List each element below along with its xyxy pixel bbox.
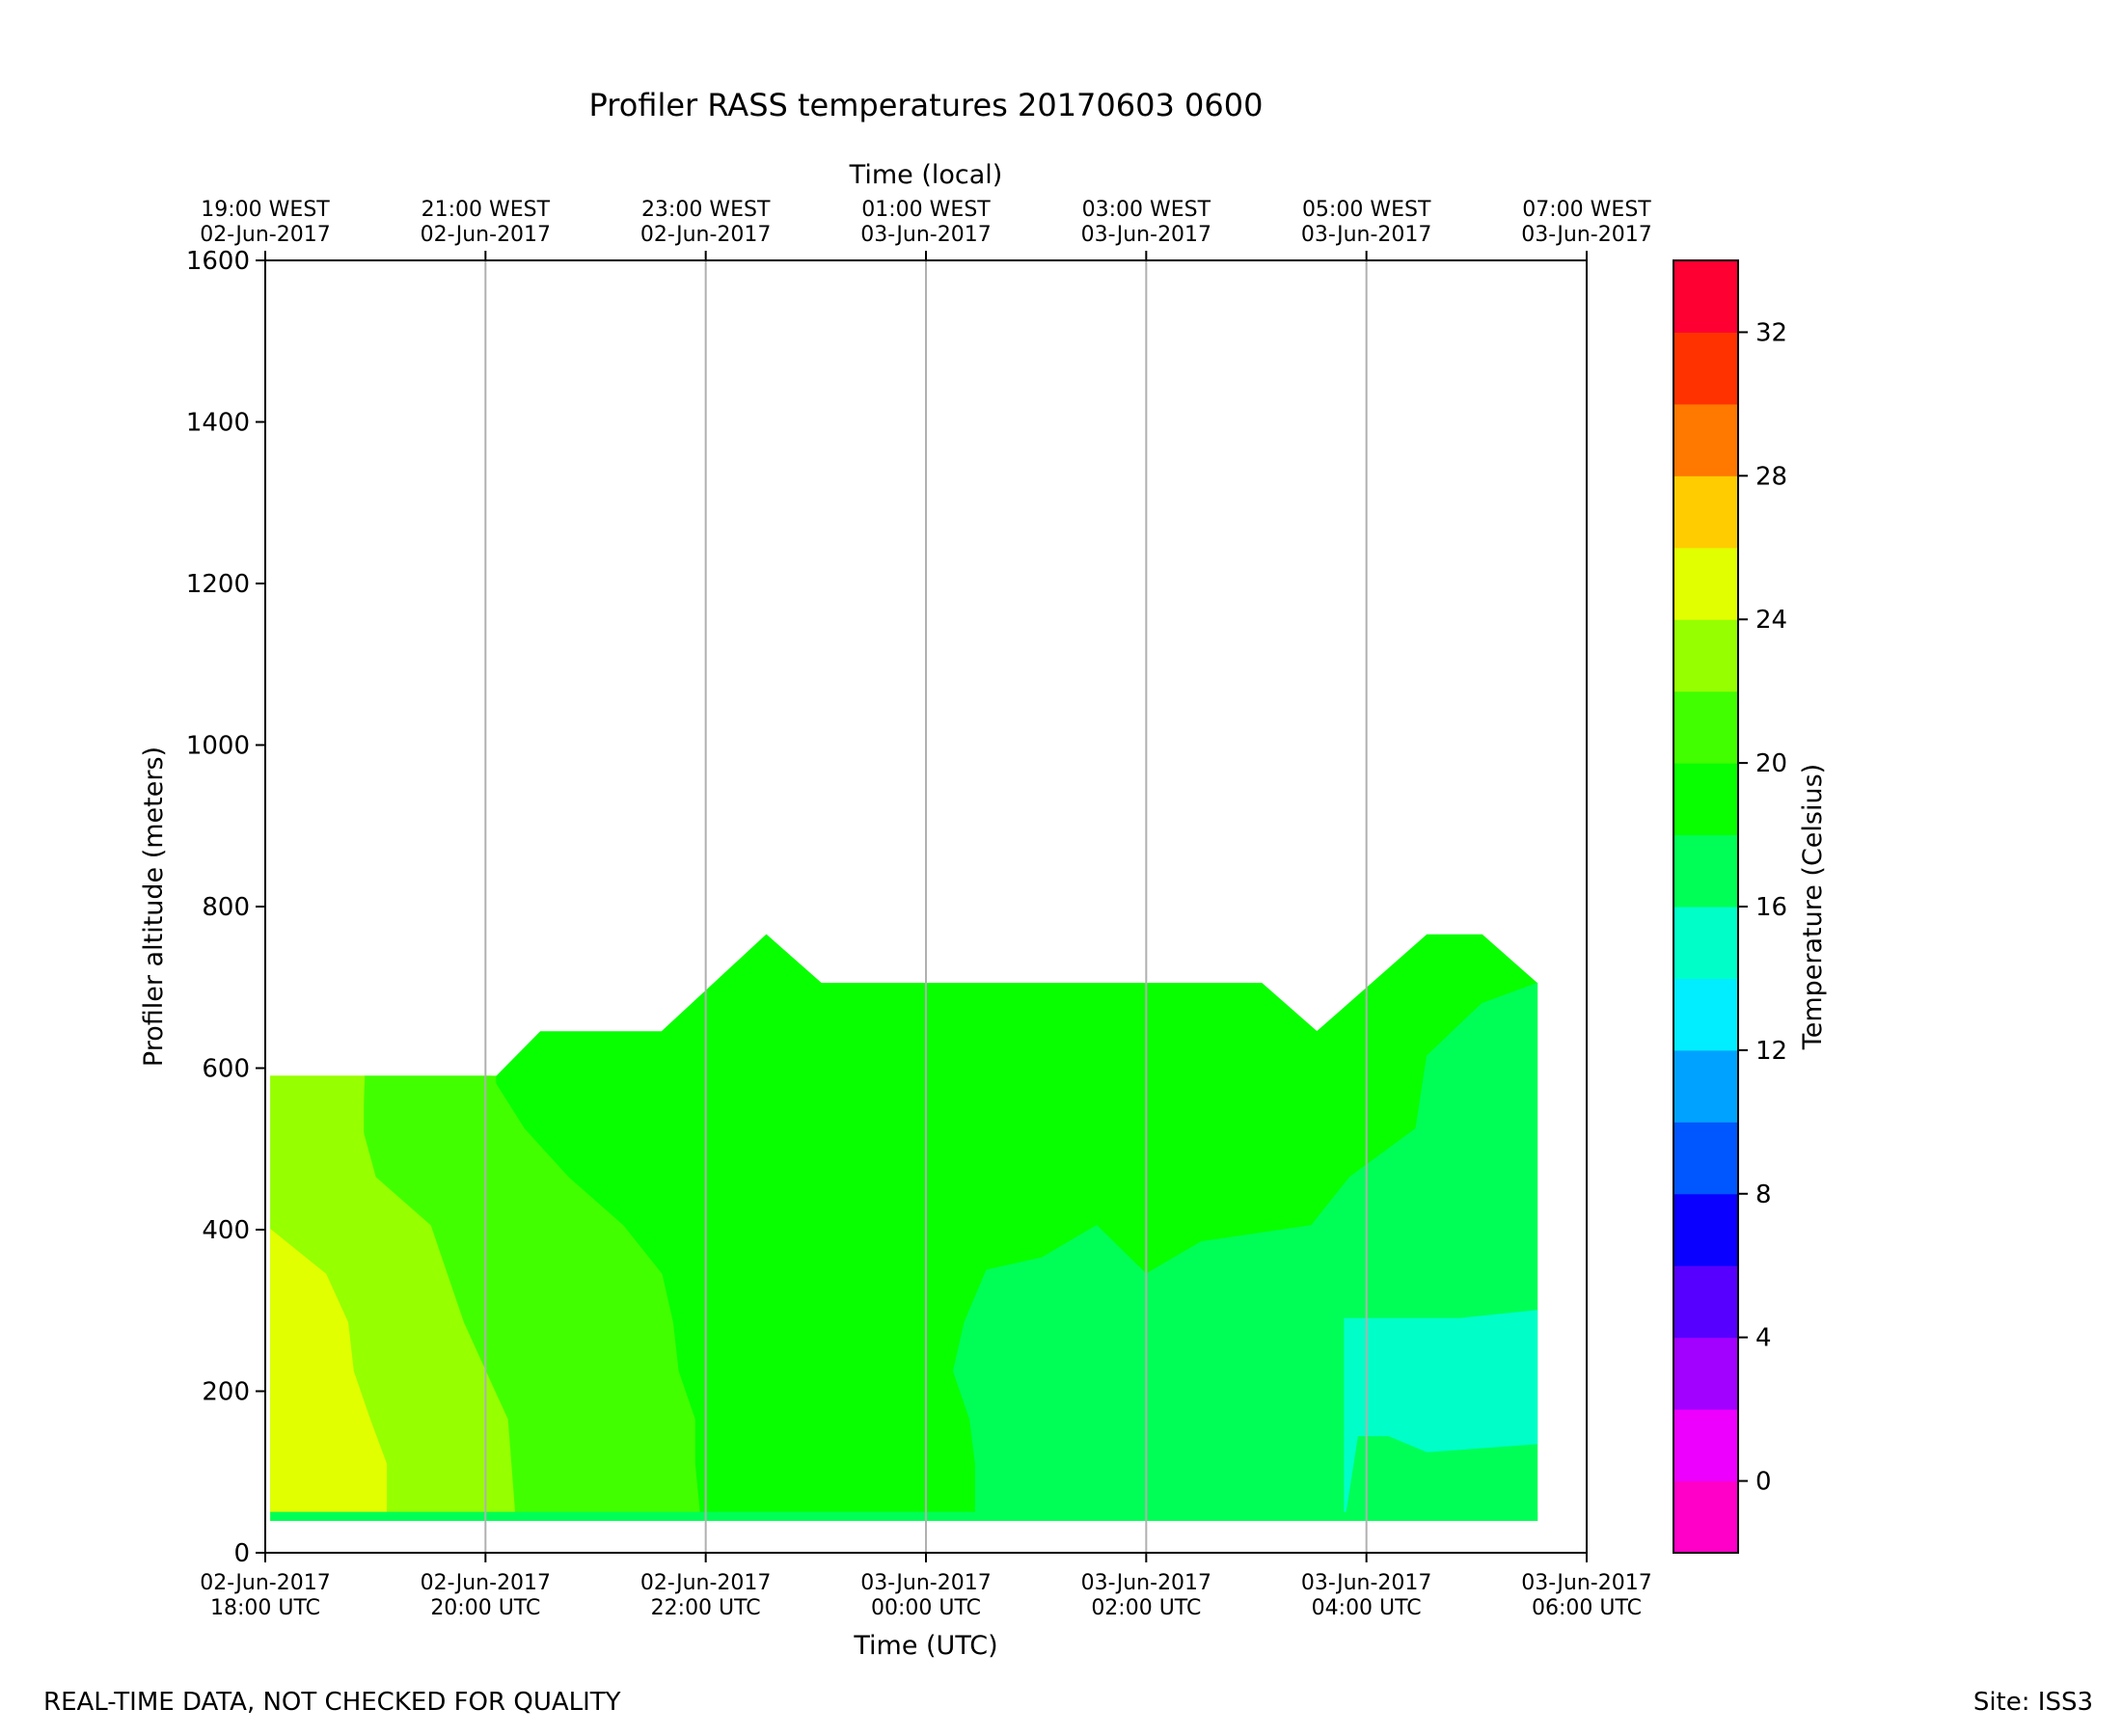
colorbar-band-9 (1673, 834, 1738, 908)
x-tick-label-1-1: 20:00 UTC (430, 1596, 540, 1620)
x-tick-label-3-0: 03-Jun-2017 (860, 1571, 991, 1595)
contour-regions (270, 934, 1538, 1521)
y-tick-label-5: 1000 (186, 732, 250, 761)
y-tick-label-7: 1400 (186, 409, 250, 438)
colorbar-band-11 (1673, 691, 1738, 764)
colorbar-band-14 (1673, 475, 1738, 549)
colorbar-band-5 (1673, 1122, 1738, 1195)
colorbar-band-16 (1673, 332, 1738, 405)
colorbar-band-7 (1673, 978, 1738, 1051)
colorbar-band-4 (1673, 1193, 1738, 1266)
x-tick-label-6-0: 03-Jun-2017 (1521, 1571, 1651, 1595)
x-tick-label-4-0: 03-Jun-2017 (1081, 1571, 1211, 1595)
x2-tick-label-4-1: 03-Jun-2017 (1081, 223, 1211, 247)
colorbar-band-17 (1673, 260, 1738, 333)
colorbar-label: Temperature (Celsius) (1798, 764, 1828, 1050)
x2-tick-label-3-1: 03-Jun-2017 (860, 223, 991, 247)
x2-tick-label-5-0: 05:00 WEST (1302, 198, 1431, 222)
footer-quality-note: REAL-TIME DATA, NOT CHECKED FOR QUALITY (43, 1688, 621, 1717)
colorbar-tick-label-0: 0 (1755, 1468, 1772, 1497)
colorbar-band-8 (1673, 907, 1738, 979)
colorbar-tick-label-5: 20 (1755, 749, 1787, 778)
contour-region-16-18-8 (270, 1511, 1538, 1521)
x2-axis-label: Time (local) (849, 160, 1003, 190)
colorbar: 0 4 8 12 16 20 24 28 32 (1673, 259, 1787, 1554)
y-tick-label-0: 0 (233, 1539, 250, 1568)
x-tick-label-6-1: 06:00 UTC (1532, 1596, 1642, 1620)
x2-tick-label-6-0: 07:00 WEST (1522, 198, 1651, 222)
colorbar-band-13 (1673, 547, 1738, 620)
colorbar-band-12 (1673, 619, 1738, 692)
colorbar-band-0 (1673, 1480, 1738, 1554)
y-tick-label-6: 1200 (186, 570, 250, 599)
x-tick-label-4-1: 02:00 UTC (1091, 1596, 1201, 1620)
y-tick-label-4: 800 (202, 893, 250, 922)
x-tick-label-2-1: 22:00 UTC (651, 1596, 761, 1620)
colorbar-band-2 (1673, 1337, 1738, 1410)
y-tick-label-8: 1600 (186, 247, 250, 276)
colorbar-tick-label-8: 32 (1755, 318, 1787, 347)
colorbar-tick-label-1: 4 (1755, 1324, 1772, 1353)
x-tick-label-5-0: 03-Jun-2017 (1301, 1571, 1431, 1595)
colorbar-tick-label-3: 12 (1755, 1037, 1787, 1066)
x-tick-label-5-1: 04:00 UTC (1312, 1596, 1422, 1620)
grid-lines (484, 260, 1368, 1553)
contour-region-24-26-5 (270, 1228, 388, 1521)
colorbar-band-1 (1673, 1409, 1738, 1482)
x2-tick-label-2-1: 02-Jun-2017 (640, 223, 771, 247)
x-tick-label-2-0: 02-Jun-2017 (640, 1571, 771, 1595)
x2-tick-label-1-1: 02-Jun-2017 (421, 223, 551, 247)
y-axis-label: Profiler altitude (meters) (139, 746, 169, 1067)
x2-tick-label-2-0: 23:00 WEST (641, 198, 771, 222)
y-tick-label-1: 200 (202, 1378, 250, 1407)
x-tick-label-3-1: 00:00 UTC (871, 1596, 981, 1620)
x2-tick-label-1-0: 21:00 WEST (422, 198, 551, 222)
x-tick-label-0-1: 18:00 UTC (210, 1596, 320, 1620)
x-axis-label: Time (UTC) (853, 1631, 997, 1661)
colorbar-band-15 (1673, 403, 1738, 476)
colorbar-tick-label-2: 8 (1755, 1180, 1772, 1209)
x-tick-label-1-0: 02-Jun-2017 (421, 1571, 551, 1595)
x2-tick-label-0-1: 02-Jun-2017 (200, 223, 330, 247)
x2-tick-label-4-0: 03:00 WEST (1082, 198, 1211, 222)
colorbar-tick-label-4: 16 (1755, 893, 1787, 922)
x2-tick-label-3-0: 01:00 WEST (861, 198, 991, 222)
y-tick-label-3: 600 (202, 1055, 250, 1084)
x2-tick-label-6-1: 03-Jun-2017 (1521, 223, 1651, 247)
colorbar-tick-label-7: 28 (1755, 462, 1787, 491)
y-tick-label-2: 400 (202, 1216, 250, 1245)
x-tick-label-0-0: 02-Jun-2017 (200, 1571, 330, 1595)
colorbar-band-10 (1673, 763, 1738, 836)
contour-region-14-16-7 (1344, 1310, 1538, 1521)
chart-title: Profiler RASS temperatures 20170603 0600 (589, 87, 1264, 123)
colorbar-band-6 (1673, 1049, 1738, 1123)
footer-site: Site: ISS3 (1972, 1688, 2093, 1717)
x2-tick-label-0-0: 19:00 WEST (201, 198, 330, 222)
x2-tick-label-5-1: 03-Jun-2017 (1301, 223, 1431, 247)
colorbar-tick-label-6: 24 (1755, 606, 1787, 635)
colorbar-band-3 (1673, 1265, 1738, 1339)
